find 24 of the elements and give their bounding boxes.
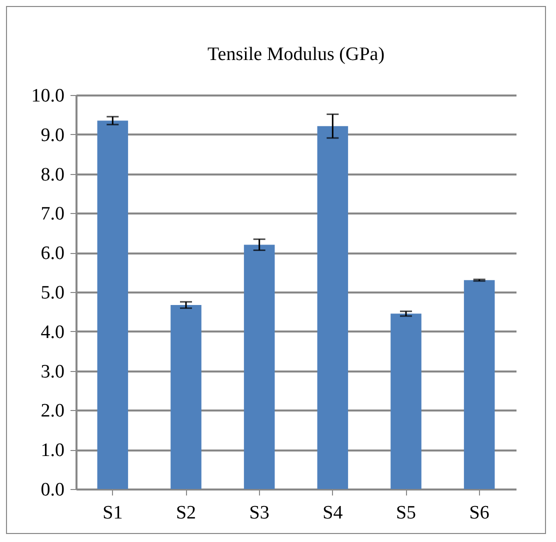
y-tick-label: 1.0 — [40, 440, 64, 462]
x-tick-label: S4 — [322, 502, 344, 524]
bar — [390, 314, 422, 489]
bar — [244, 244, 275, 489]
y-tick-label: 4.0 — [40, 322, 64, 343]
y-tick-label: 2.0 — [40, 400, 64, 422]
x-tick-label: S5 — [396, 502, 416, 524]
y-tick-label: 3.0 — [40, 361, 64, 382]
x-tick-label: S1 — [102, 502, 123, 524]
y-tick-label: 9.0 — [40, 124, 64, 146]
bar — [170, 305, 202, 489]
y-tick-label: 5.0 — [40, 282, 64, 304]
x-tick-label: S2 — [176, 502, 196, 524]
bar — [97, 120, 128, 489]
bar — [317, 126, 348, 489]
y-tick-label: 8.0 — [40, 164, 64, 186]
y-tick-label: 7.0 — [40, 204, 64, 225]
y-tick-label: 6.0 — [40, 243, 64, 264]
bar — [464, 280, 495, 489]
chart-title: Tensile Modulus (GPa) — [207, 44, 385, 65]
y-tick-label: 10.0 — [31, 86, 64, 106]
y-tick-label: 0.0 — [40, 480, 64, 500]
x-tick-label: S3 — [249, 502, 270, 524]
x-tick-label: S6 — [469, 502, 490, 524]
